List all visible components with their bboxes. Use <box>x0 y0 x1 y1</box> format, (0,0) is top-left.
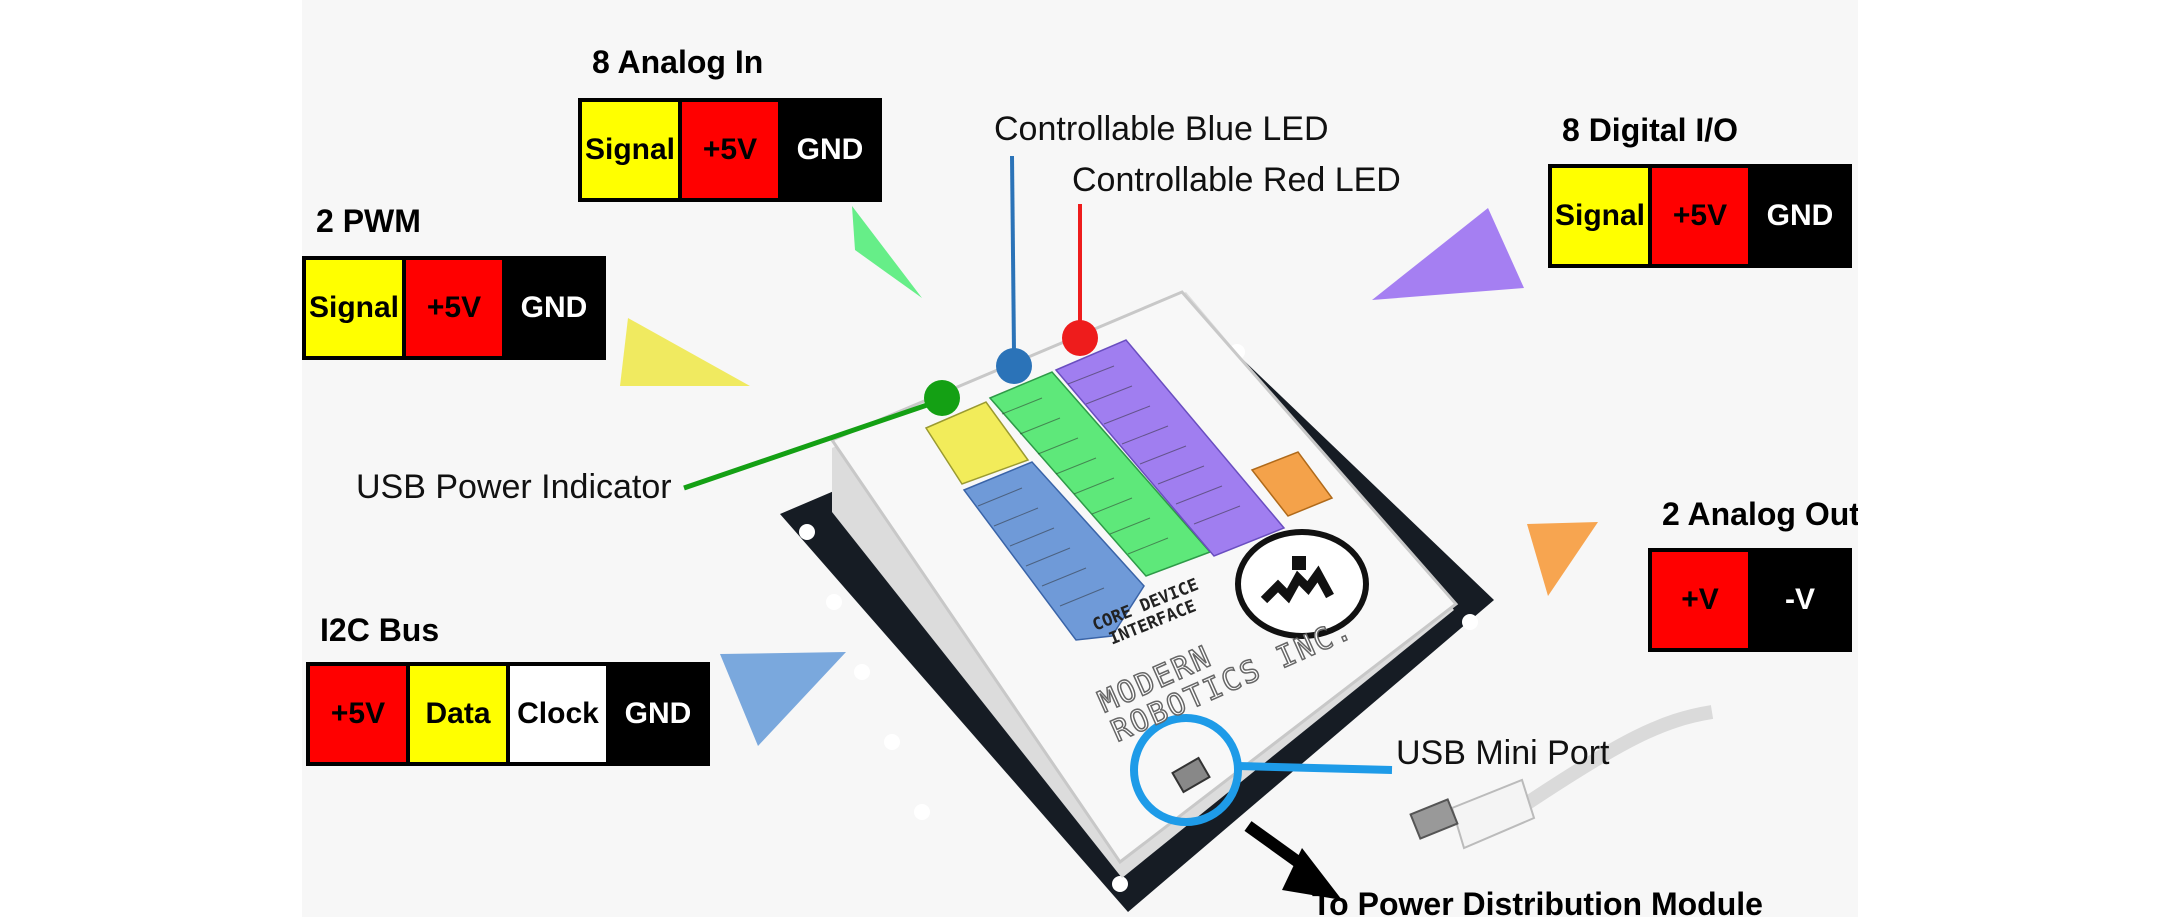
usb-port-label: USB Mini Port <box>1396 734 1610 772</box>
digital-io-pin-signal: Signal <box>1552 168 1648 264</box>
pointer-pwm <box>620 318 750 386</box>
port-block-analog-out <box>1250 451 1334 517</box>
usb-cable-icon <box>1409 705 1714 850</box>
pwm-pins: Signal +5V GND <box>302 256 606 360</box>
pointer-analog-out <box>1527 522 1598 596</box>
pointer-analog-in <box>852 206 922 298</box>
analog-out-pin-plus: +V <box>1652 552 1748 648</box>
red-led <box>1062 320 1098 356</box>
port-block-digital-io <box>1054 339 1286 557</box>
analog-in-pins: Signal +5V GND <box>578 98 882 202</box>
analog-out-pin-minus: -V <box>1752 552 1848 648</box>
pwm-pin-gnd: GND <box>506 260 602 356</box>
usb-power-label: USB Power Indicator <box>356 468 672 506</box>
analog-in-title: 8 Analog In <box>592 44 764 80</box>
pwm-pin-5v: +5V <box>406 260 502 356</box>
usb-mini-socket <box>1171 756 1211 794</box>
device-illustration <box>620 155 1714 912</box>
blue-led-label: Controllable Blue LED <box>994 110 1329 148</box>
i2c-pin-5v: +5V <box>310 666 406 762</box>
analog-in-pin-signal: Signal <box>582 102 678 198</box>
analog-in-pin-5v: +5V <box>682 102 778 198</box>
modern-robotics-logo <box>1235 529 1369 639</box>
analog-in-pin-gnd: GND <box>782 102 878 198</box>
red-led-label: Controllable Red LED <box>1072 161 1401 199</box>
analog-out-title: 2 Analog Out <box>1662 496 1858 532</box>
i2c-pin-data: Data <box>410 666 506 762</box>
power-module-arrowhead <box>1282 848 1342 900</box>
pwm-pin-signal: Signal <box>306 260 402 356</box>
i2c-pin-clock: Clock <box>510 666 606 762</box>
digital-io-pin-5v: +5V <box>1652 168 1748 264</box>
pwm-title: 2 PWM <box>316 203 421 239</box>
pointer-digital-io <box>1372 208 1524 300</box>
green-led <box>924 380 960 416</box>
usb-port-leader <box>1237 762 1393 774</box>
pointer-i2c <box>720 652 846 746</box>
analog-out-pins: +V -V <box>1648 548 1852 652</box>
digital-io-pins: Signal +5V GND <box>1548 164 1852 268</box>
port-block-pwm <box>924 401 1030 485</box>
port-block-i2c <box>962 461 1145 641</box>
digital-io-pin-gnd: GND <box>1752 168 1848 264</box>
port-slots <box>977 365 1241 607</box>
usb-power-leader <box>683 401 931 491</box>
i2c-title: I2C Bus <box>320 612 440 648</box>
blue-led <box>996 348 1032 384</box>
blue-led-leader <box>1010 155 1016 353</box>
i2c-pin-gnd: GND <box>610 666 706 762</box>
digital-io-title: 8 Digital I/O <box>1562 112 1739 148</box>
i2c-pins: +5V Data Clock GND <box>306 662 710 766</box>
power-module-label: To Power Distribution Module <box>1312 886 1763 917</box>
diagram-canvas: CORE DEVICE INTERFACE MODERN ROBOTICS IN… <box>302 0 1858 917</box>
